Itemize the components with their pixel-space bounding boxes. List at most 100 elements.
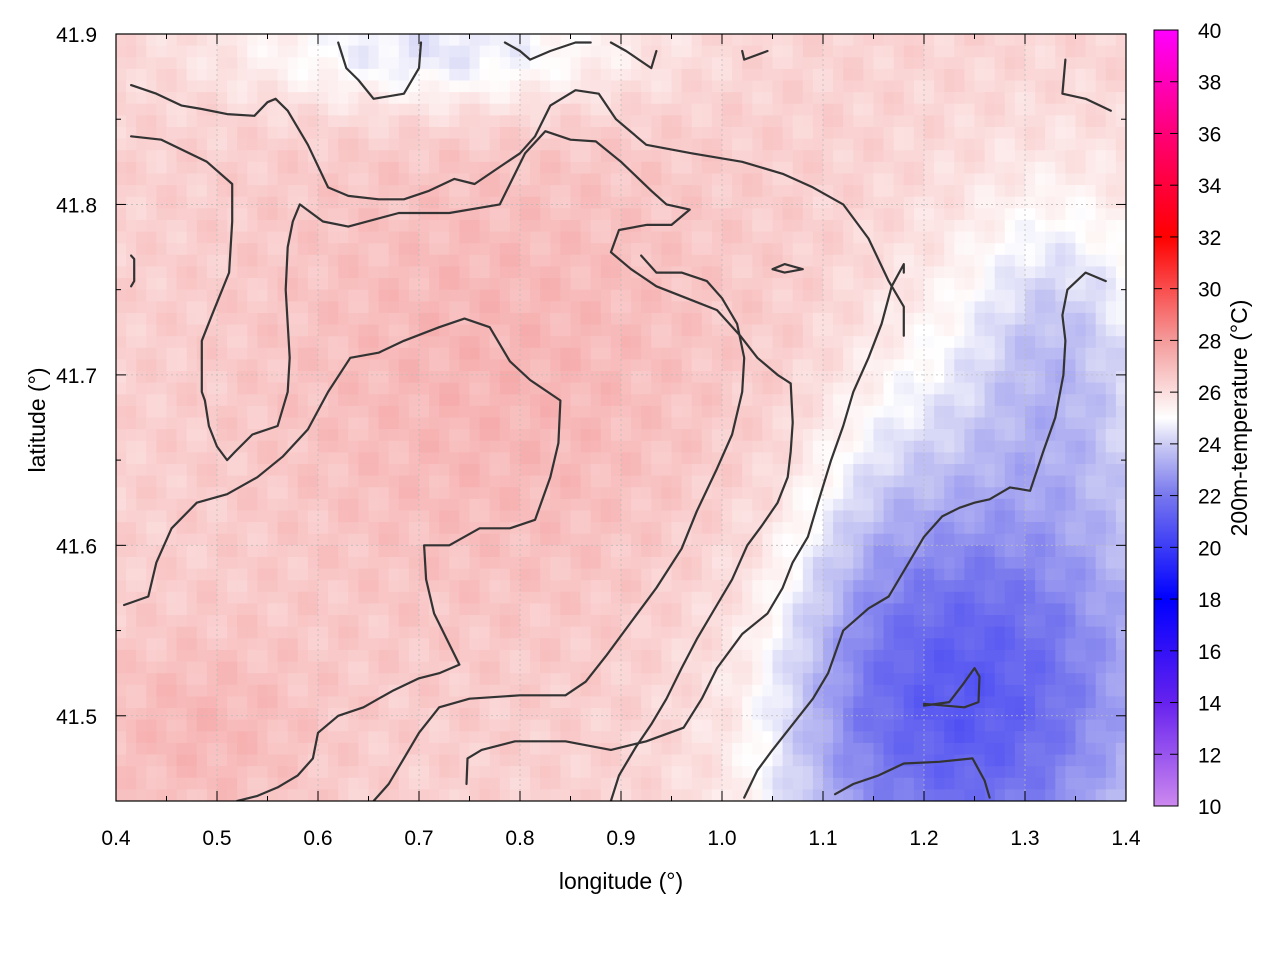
heatmap-cell: [681, 696, 693, 709]
heatmap-cell: [318, 684, 329, 698]
heatmap-cell: [641, 208, 652, 221]
heatmap-cell: [792, 208, 804, 221]
heatmap-cell: [247, 766, 258, 779]
heatmap-cell: [196, 196, 208, 209]
heatmap-cell: [610, 92, 622, 105]
heatmap-cell: [237, 684, 248, 698]
heatmap-cell: [863, 68, 875, 82]
heatmap-cell: [742, 394, 753, 407]
heatmap-cell: [459, 429, 471, 442]
heatmap-cell: [742, 219, 753, 233]
heatmap-cell: [307, 498, 319, 512]
heatmap-cell: [621, 126, 632, 140]
heatmap-cell: [802, 394, 814, 407]
heatmap-cell: [610, 185, 622, 198]
heatmap-cell: [651, 684, 662, 698]
heatmap-cell: [469, 103, 481, 116]
heatmap-cell: [802, 568, 814, 581]
heatmap-cell: [782, 626, 794, 639]
heatmap-cell: [823, 742, 834, 756]
heatmap-cell: [843, 185, 854, 198]
heatmap-cell: [499, 440, 511, 453]
heatmap-cell: [671, 789, 683, 801]
heatmap-cell: [489, 336, 501, 349]
heatmap-cell: [257, 475, 269, 488]
heatmap-cell: [378, 742, 390, 756]
heatmap-cell: [277, 591, 289, 605]
heatmap-cell: [701, 359, 713, 372]
heatmap-cell: [156, 475, 168, 488]
heatmap-cell: [176, 359, 188, 372]
heatmap-cell: [681, 603, 693, 616]
heatmap-cell: [419, 161, 430, 175]
heatmap-cell: [590, 638, 602, 651]
heatmap-cell: [479, 684, 491, 698]
heatmap-cell: [722, 382, 733, 395]
heatmap-cell: [277, 382, 289, 395]
heatmap-cell: [863, 196, 875, 209]
heatmap-cell: [499, 34, 511, 47]
heatmap-cell: [368, 266, 380, 279]
heatmap-cell: [792, 742, 804, 756]
heatmap-cell: [711, 522, 723, 535]
heatmap-cell: [621, 545, 632, 558]
heatmap-cell: [146, 196, 157, 209]
heatmap-cell: [873, 219, 885, 233]
heatmap-cell: [206, 150, 218, 163]
heatmap-cell: [297, 115, 309, 128]
heatmap-cell: [267, 359, 279, 372]
heatmap-cell: [641, 150, 652, 163]
heatmap-cell: [126, 289, 137, 302]
heatmap-cell: [257, 243, 269, 256]
heatmap-cell: [691, 103, 703, 116]
heatmap-cell: [722, 754, 733, 767]
heatmap-cell: [722, 522, 733, 535]
heatmap-cell: [459, 173, 471, 186]
heatmap-cell: [429, 580, 440, 593]
heatmap-cell: [247, 57, 258, 70]
heatmap-cell: [116, 80, 127, 93]
heatmap-cell: [610, 568, 622, 581]
heatmap-cell: [651, 219, 662, 233]
heatmap-cell: [580, 545, 592, 558]
heatmap-cell: [499, 568, 511, 581]
heatmap-cell: [136, 254, 147, 268]
heatmap-cell: [439, 173, 450, 186]
heatmap-cell: [873, 336, 885, 349]
heatmap-cell: [540, 126, 551, 140]
heatmap-cell: [843, 615, 854, 628]
heatmap-cell: [116, 405, 127, 419]
heatmap-cell: [146, 57, 157, 70]
heatmap-cell: [540, 278, 551, 291]
heatmap-cell: [762, 568, 774, 581]
heatmap-cell: [247, 371, 258, 384]
heatmap-cell: [621, 440, 632, 453]
heatmap-cell: [641, 417, 652, 430]
heatmap-cell: [429, 312, 440, 326]
heatmap-cell: [843, 626, 854, 639]
heatmap-cell: [641, 487, 652, 500]
heatmap-cell: [237, 708, 248, 721]
heatmap-cell: [580, 742, 592, 756]
heatmap-cell: [156, 394, 168, 407]
heatmap-cell: [146, 115, 157, 128]
heatmap-cell: [701, 115, 713, 128]
heatmap-cell: [661, 173, 673, 186]
heatmap-cell: [651, 649, 662, 663]
heatmap-cell: [307, 615, 319, 628]
heatmap-cell: [701, 208, 713, 221]
heatmap-cell: [176, 336, 188, 349]
heatmap-cell: [469, 463, 481, 477]
heatmap-cell: [126, 394, 137, 407]
heatmap-cell: [853, 615, 864, 628]
heatmap-cell: [338, 394, 349, 407]
heatmap-cell: [600, 394, 612, 407]
heatmap-cell: [126, 45, 137, 58]
heatmap-cell: [509, 580, 521, 593]
heatmap-cell: [237, 173, 248, 186]
heatmap-cell: [257, 126, 269, 140]
heatmap-cell: [681, 533, 693, 546]
heatmap-cell: [429, 324, 440, 337]
heatmap-cell: [621, 789, 632, 801]
heatmap-cell: [146, 475, 157, 488]
